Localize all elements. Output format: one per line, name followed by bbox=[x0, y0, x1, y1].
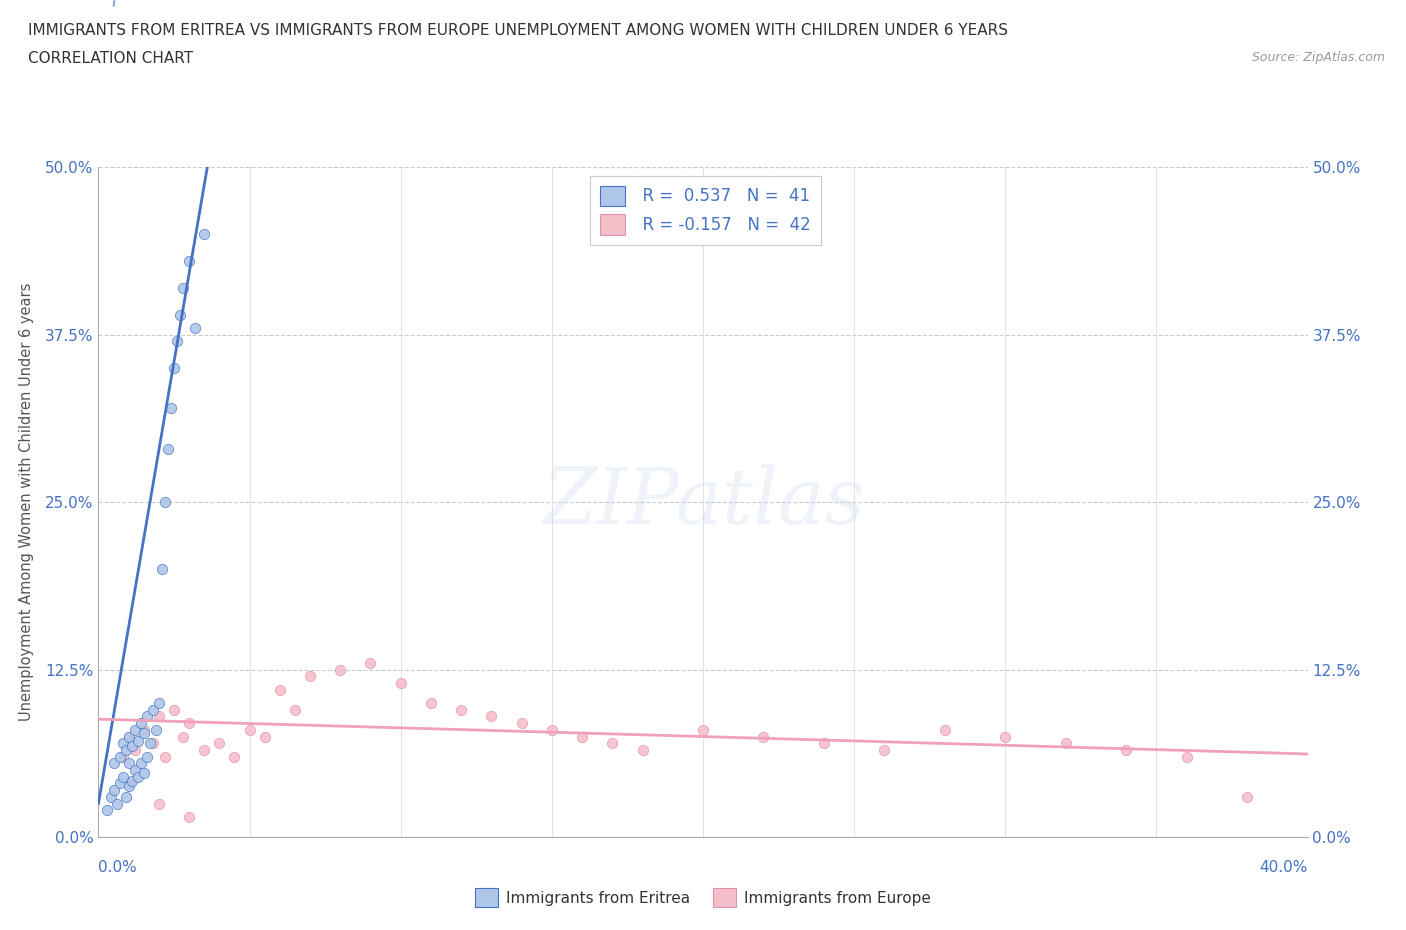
Point bbox=[118, 729, 141, 744]
Point bbox=[299, 669, 322, 684]
Legend: Immigrants from Eritrea, Immigrants from Europe: Immigrants from Eritrea, Immigrants from… bbox=[470, 883, 936, 913]
Y-axis label: Unemployment Among Women with Children Under 6 years: Unemployment Among Women with Children U… bbox=[18, 283, 34, 722]
Point bbox=[108, 750, 131, 764]
Point bbox=[208, 736, 231, 751]
Point bbox=[139, 736, 162, 751]
Point bbox=[153, 495, 176, 510]
Point bbox=[934, 723, 956, 737]
Point bbox=[172, 729, 194, 744]
Point bbox=[253, 729, 276, 744]
Point bbox=[193, 742, 215, 757]
Point bbox=[179, 254, 201, 269]
Point bbox=[239, 723, 262, 737]
Point bbox=[389, 675, 412, 690]
Point bbox=[103, 756, 125, 771]
Point bbox=[118, 729, 141, 744]
Point bbox=[153, 750, 176, 764]
Point bbox=[179, 809, 201, 824]
Point bbox=[118, 776, 141, 790]
Point bbox=[124, 742, 146, 757]
Point bbox=[193, 227, 215, 242]
Point bbox=[329, 662, 352, 677]
Point bbox=[1175, 750, 1198, 764]
Point bbox=[135, 709, 157, 724]
Point bbox=[103, 783, 125, 798]
Point bbox=[145, 723, 167, 737]
Point bbox=[510, 716, 533, 731]
Point bbox=[179, 716, 201, 731]
Point bbox=[166, 334, 188, 349]
Point bbox=[111, 750, 134, 764]
Text: IMMIGRANTS FROM ERITREA VS IMMIGRANTS FROM EUROPE UNEMPLOYMENT AMONG WOMEN WITH : IMMIGRANTS FROM ERITREA VS IMMIGRANTS FR… bbox=[28, 23, 1008, 38]
Point bbox=[1054, 736, 1077, 751]
Point bbox=[284, 702, 307, 717]
Point bbox=[163, 361, 186, 376]
Point bbox=[100, 790, 122, 804]
Point bbox=[1115, 742, 1137, 757]
Point bbox=[132, 765, 155, 780]
Point bbox=[111, 769, 134, 784]
Point bbox=[269, 683, 291, 698]
Point bbox=[132, 725, 155, 740]
Point bbox=[481, 709, 503, 724]
Point bbox=[450, 702, 472, 717]
Point bbox=[142, 702, 165, 717]
Point bbox=[114, 742, 136, 757]
Point bbox=[148, 796, 170, 811]
Point bbox=[752, 729, 775, 744]
Point bbox=[420, 696, 443, 711]
Point bbox=[129, 716, 152, 731]
Point bbox=[692, 723, 714, 737]
Point bbox=[224, 750, 246, 764]
Legend:   R =  0.537   N =  41,   R = -0.157   N =  42: R = 0.537 N = 41, R = -0.157 N = 42 bbox=[591, 176, 821, 245]
Point bbox=[169, 307, 191, 322]
Point bbox=[150, 562, 173, 577]
Point bbox=[813, 736, 835, 751]
Point bbox=[602, 736, 624, 751]
Point bbox=[127, 769, 149, 784]
Point bbox=[1236, 790, 1258, 804]
Point bbox=[129, 756, 152, 771]
Text: Source: ZipAtlas.com: Source: ZipAtlas.com bbox=[1251, 51, 1385, 64]
Point bbox=[96, 803, 118, 817]
Point bbox=[114, 790, 136, 804]
Point bbox=[121, 738, 143, 753]
Point bbox=[108, 776, 131, 790]
Point bbox=[631, 742, 654, 757]
Point bbox=[172, 281, 194, 296]
Point bbox=[124, 763, 146, 777]
Point bbox=[142, 736, 165, 751]
Point bbox=[132, 723, 155, 737]
Point bbox=[124, 723, 146, 737]
Point bbox=[571, 729, 593, 744]
Point bbox=[156, 441, 179, 456]
Text: 40.0%: 40.0% bbox=[1260, 860, 1308, 875]
Text: ZIPatlas: ZIPatlas bbox=[541, 464, 865, 540]
Point bbox=[105, 796, 128, 811]
Point bbox=[163, 702, 186, 717]
Text: CORRELATION CHART: CORRELATION CHART bbox=[28, 51, 193, 66]
Point bbox=[111, 736, 134, 751]
Point bbox=[540, 723, 562, 737]
Point bbox=[148, 696, 170, 711]
Point bbox=[121, 774, 143, 789]
Point bbox=[994, 729, 1017, 744]
Text: 0.0%: 0.0% bbox=[98, 860, 138, 875]
Point bbox=[184, 321, 207, 336]
Point bbox=[160, 401, 183, 416]
Point bbox=[360, 656, 382, 671]
Point bbox=[873, 742, 896, 757]
Point bbox=[127, 733, 149, 748]
Point bbox=[135, 750, 157, 764]
Point bbox=[118, 756, 141, 771]
Point bbox=[118, 778, 141, 793]
Point bbox=[148, 709, 170, 724]
